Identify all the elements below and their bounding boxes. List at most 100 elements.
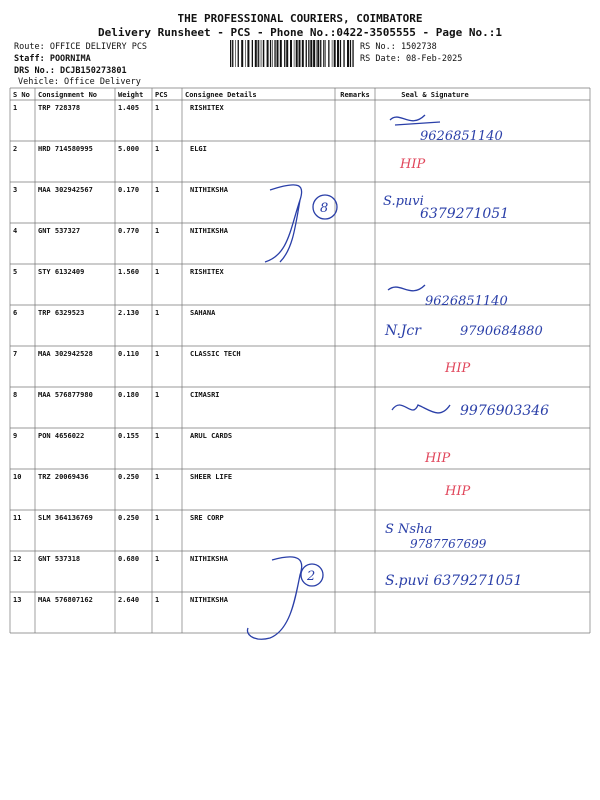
cell: RISHITEX — [190, 104, 225, 112]
barcode-bar — [293, 40, 295, 67]
handwriting: S.puvi — [383, 194, 424, 209]
table: S No Consignment No Weight PCS Consignee Det… — [9, 87, 591, 634]
barcode-bar — [263, 40, 265, 67]
cell: STY 6132409 — [38, 268, 84, 276]
barcode-bar — [328, 40, 330, 67]
barcode-bar — [295, 40, 298, 67]
column-header: Consignee Details — [185, 91, 257, 99]
drs-no: DRS No.: DCJB150273801 — [14, 66, 127, 76]
cell: 0.250 — [118, 473, 139, 481]
barcode-bar — [272, 40, 273, 67]
handwriting: HIP — [444, 361, 470, 376]
cell: 0.155 — [118, 432, 139, 440]
column-header: Seal & Signature — [401, 91, 468, 99]
title: THE PROFESSIONAL COURIERS, COIMBATORE — [177, 12, 422, 25]
barcode-bar — [310, 40, 313, 67]
barcode-bar — [266, 40, 269, 67]
barcode-bar — [325, 40, 326, 67]
cell: MAA 576877980 — [38, 391, 93, 399]
cell: 5.000 — [118, 145, 139, 153]
cell: 1 — [155, 596, 159, 604]
barcode-bar — [261, 40, 263, 67]
barcode-bar — [237, 40, 239, 67]
barcode-bar — [323, 40, 325, 67]
handwriting: 9976903346 — [460, 403, 549, 419]
rs-no: RS No.: 1502738 — [360, 42, 437, 52]
cell: SAHANA — [190, 309, 216, 317]
cell: MAA 576807162 — [38, 596, 93, 604]
cell: PON 4656022 — [38, 432, 84, 440]
cell: 1 — [155, 432, 159, 440]
barcode-bar — [339, 40, 342, 67]
column-header: PCS — [155, 91, 168, 99]
cell: 1.405 — [118, 104, 139, 112]
cell: SLM 364136769 — [38, 514, 93, 522]
barcode-bar — [286, 40, 289, 67]
vehicle: Vehicle: Office Delivery — [18, 77, 141, 87]
cell: 2 — [13, 145, 17, 153]
column-header: Consignment No — [38, 91, 97, 99]
cell: 1 — [155, 268, 159, 276]
column-header: Weight — [118, 91, 143, 99]
barcode-bar — [247, 40, 250, 67]
cell: 11 — [13, 514, 21, 522]
cell: 7 — [13, 350, 17, 358]
barcode-bar — [235, 40, 236, 67]
barcode-bar — [290, 40, 292, 67]
barcode — [230, 40, 354, 67]
cell: 0.180 — [118, 391, 139, 399]
cell: 4 — [13, 227, 17, 235]
subtitle: Delivery Runsheet - PCS - Phone No.:0422… — [98, 26, 502, 39]
cell: 6 — [13, 309, 17, 317]
cell: HRD 714580995 — [38, 145, 93, 153]
cell: 1 — [155, 350, 159, 358]
barcode-bar — [254, 40, 257, 67]
cell: 2.130 — [118, 309, 139, 317]
barcode-bar — [301, 40, 304, 67]
barcode-bar — [313, 40, 316, 67]
handwriting: 9626851140 — [420, 129, 503, 144]
cell: TRP 6329523 — [38, 309, 84, 317]
barcode-bar — [317, 40, 320, 67]
staff: Staff: POORNIMA — [14, 54, 91, 64]
signature-strokes — [246, 114, 451, 640]
cell: NITHIKSHA — [190, 186, 229, 194]
cell: 0.170 — [118, 186, 139, 194]
cell: 2.640 — [118, 596, 139, 604]
barcode-bar — [337, 40, 339, 67]
barcode-bar — [259, 40, 261, 67]
handwriting: S Nsha — [385, 522, 432, 537]
cell: 1 — [155, 145, 159, 153]
handwriting: 9790684880 — [460, 324, 543, 339]
barcode-bar — [349, 40, 352, 67]
cell: RISHITEX — [190, 268, 225, 276]
barcode-bar — [269, 40, 272, 67]
barcode-bar — [331, 40, 333, 67]
cell: NITHIKSHA — [190, 596, 229, 604]
barcode-bar — [245, 40, 246, 67]
barcode-bar — [352, 40, 354, 67]
cell: 1 — [155, 555, 159, 563]
handwriting: N.Jcr — [384, 323, 422, 339]
barcode-bar — [315, 40, 317, 67]
cell: 1 — [13, 104, 17, 112]
cell: 1 — [155, 391, 159, 399]
handwriting: HIP — [399, 157, 425, 172]
cell: GNT 537327 — [38, 227, 80, 235]
barcode-bar — [284, 40, 286, 67]
handwriting: HIP — [424, 451, 450, 466]
column-header: S No — [13, 91, 30, 99]
cell: 12 — [13, 555, 21, 563]
barcode-bar — [298, 40, 301, 67]
cell: 1 — [155, 186, 159, 194]
cell: TRZ 20069436 — [38, 473, 89, 481]
handwriting: 2 — [306, 569, 315, 584]
cell: 1 — [155, 309, 159, 317]
handwriting: 6379271051 — [420, 206, 509, 222]
cell: GNT 537318 — [38, 555, 80, 563]
cell: 5 — [13, 268, 17, 276]
handwriting: 9787767699 — [410, 537, 487, 551]
route: Route: OFFICE DELIVERY PCS — [14, 42, 147, 52]
